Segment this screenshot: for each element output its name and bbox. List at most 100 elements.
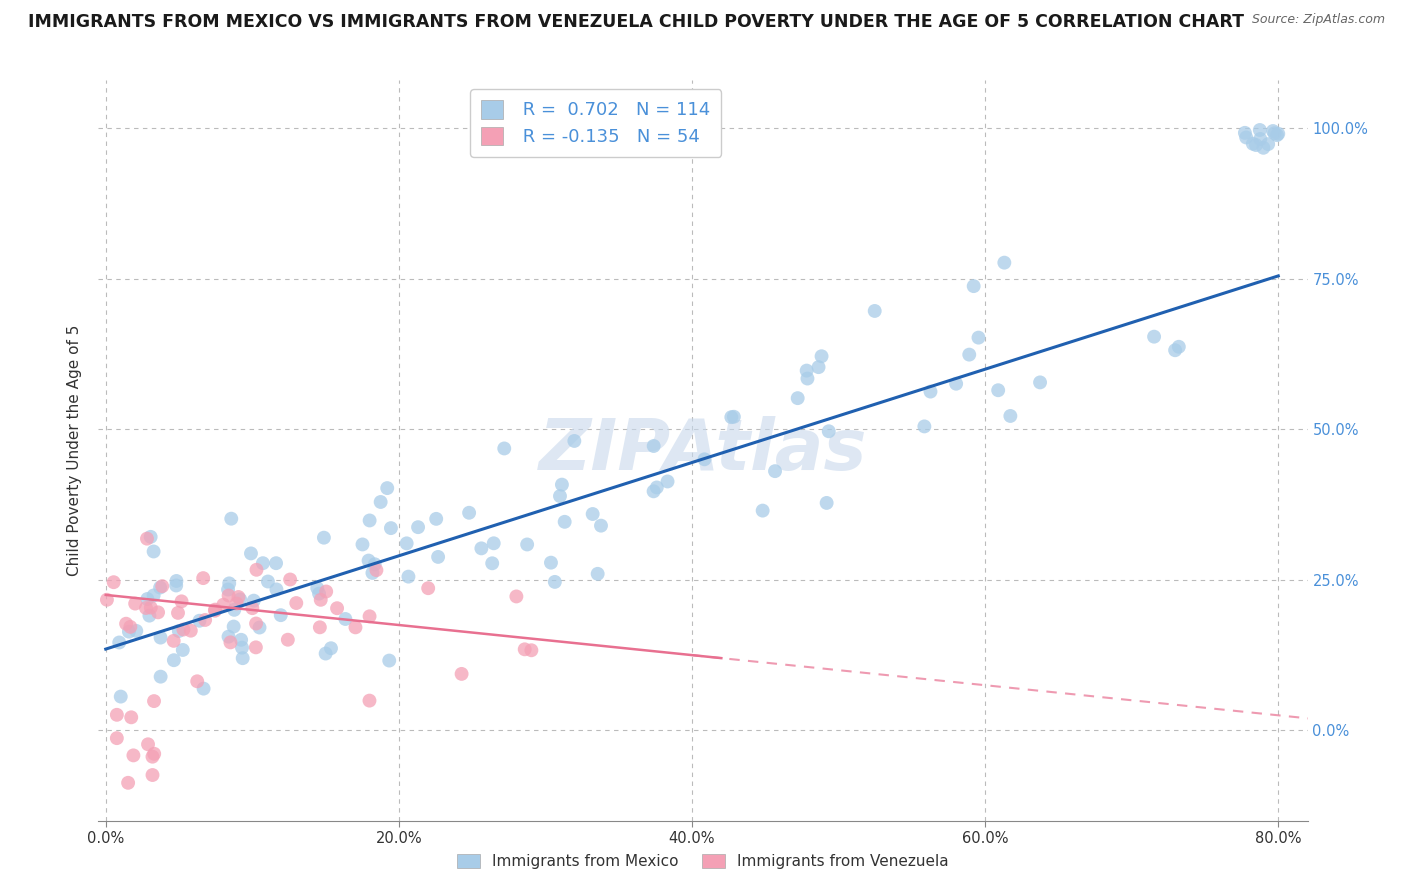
Point xyxy=(266,582,288,597)
Point xyxy=(1249,123,1271,137)
Point xyxy=(163,653,186,667)
Point xyxy=(344,620,367,634)
Point xyxy=(242,593,264,607)
Point xyxy=(225,597,247,611)
Point xyxy=(315,647,337,661)
Point xyxy=(117,776,139,790)
Point xyxy=(987,383,1010,397)
Point xyxy=(124,597,146,611)
Point xyxy=(105,731,128,746)
Point xyxy=(1029,376,1052,390)
Point xyxy=(427,549,450,564)
Point xyxy=(335,612,357,626)
Point xyxy=(249,621,271,635)
Point xyxy=(589,518,612,533)
Point xyxy=(643,484,665,499)
Point xyxy=(165,578,187,592)
Point xyxy=(139,530,162,544)
Point xyxy=(544,574,567,589)
Point xyxy=(562,434,585,448)
Point xyxy=(796,363,818,377)
Point xyxy=(1261,124,1284,138)
Point xyxy=(807,360,830,375)
Point xyxy=(146,605,169,619)
Point xyxy=(1249,132,1271,146)
Point xyxy=(406,520,429,534)
Point xyxy=(167,624,190,638)
Point xyxy=(863,304,886,318)
Point xyxy=(149,631,172,645)
Point xyxy=(1253,141,1275,155)
Point xyxy=(122,748,145,763)
Point xyxy=(231,640,253,655)
Point xyxy=(645,480,668,494)
Point xyxy=(142,544,165,558)
Point xyxy=(380,521,402,535)
Point xyxy=(245,616,267,631)
Point xyxy=(361,566,384,580)
Point xyxy=(167,606,190,620)
Point xyxy=(222,619,245,633)
Point xyxy=(188,614,211,628)
Point xyxy=(1241,136,1264,151)
Point xyxy=(963,279,986,293)
Point xyxy=(96,592,118,607)
Point xyxy=(141,768,163,782)
Point xyxy=(257,574,280,589)
Text: Source: ZipAtlas.com: Source: ZipAtlas.com xyxy=(1251,13,1385,27)
Point xyxy=(115,616,138,631)
Point xyxy=(120,620,142,634)
Point xyxy=(516,537,538,551)
Point xyxy=(245,640,267,655)
Point xyxy=(763,464,786,478)
Point xyxy=(103,575,125,590)
Point xyxy=(105,707,128,722)
Point xyxy=(364,558,387,572)
Point xyxy=(494,442,516,456)
Point xyxy=(540,556,562,570)
Point xyxy=(217,582,239,597)
Point xyxy=(165,574,187,588)
Point xyxy=(586,566,609,581)
Point xyxy=(218,576,240,591)
Point xyxy=(228,590,250,604)
Point xyxy=(1244,138,1267,153)
Point xyxy=(993,255,1015,269)
Point xyxy=(278,573,301,587)
Point xyxy=(219,635,242,649)
Point xyxy=(796,371,818,385)
Point xyxy=(143,747,166,761)
Point xyxy=(150,579,173,593)
Point xyxy=(149,581,172,595)
Legend: Immigrants from Mexico, Immigrants from Venezuela: Immigrants from Mexico, Immigrants from … xyxy=(451,848,955,875)
Point xyxy=(582,507,605,521)
Point xyxy=(193,681,215,696)
Point xyxy=(513,642,536,657)
Point xyxy=(285,596,308,610)
Point xyxy=(817,424,839,438)
Point xyxy=(1233,126,1256,140)
Point xyxy=(920,384,942,399)
Point xyxy=(657,475,679,489)
Point xyxy=(751,503,773,517)
Point xyxy=(239,546,262,560)
Point xyxy=(319,641,342,656)
Point xyxy=(505,590,527,604)
Point xyxy=(149,670,172,684)
Point xyxy=(204,602,226,616)
Point xyxy=(1143,329,1166,343)
Point xyxy=(194,613,217,627)
Point xyxy=(395,536,418,550)
Point xyxy=(359,609,381,624)
Point xyxy=(245,563,267,577)
Point xyxy=(967,331,990,345)
Point xyxy=(1000,409,1022,423)
Point xyxy=(308,620,330,634)
Point xyxy=(810,349,832,363)
Point xyxy=(1267,127,1289,141)
Point xyxy=(232,651,254,665)
Point xyxy=(138,608,160,623)
Point xyxy=(450,666,472,681)
Point xyxy=(481,556,503,570)
Point xyxy=(366,563,388,577)
